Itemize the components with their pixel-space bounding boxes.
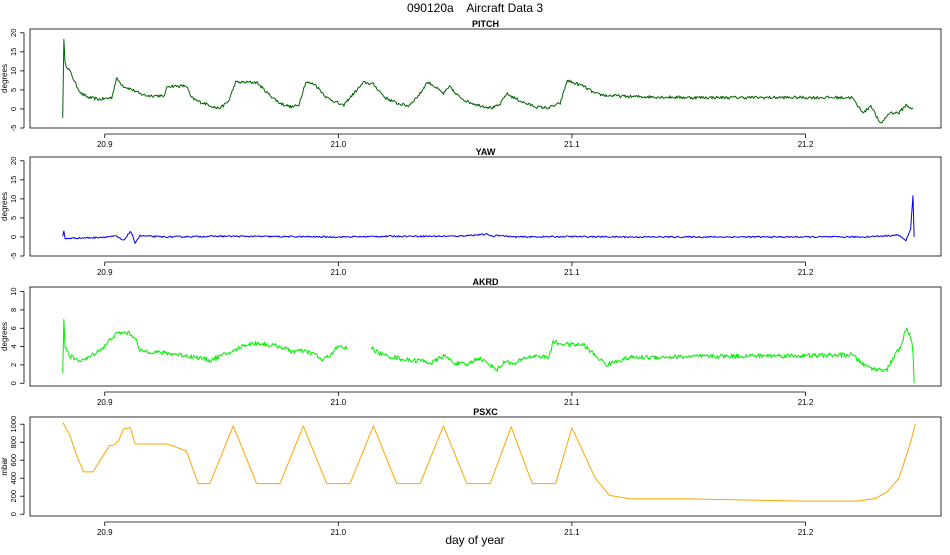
y-tick-label: 20 [9,157,18,165]
y-tick-label: 5 [9,88,18,92]
series-line-yaw-0 [62,195,915,244]
panel-pitch: PITCH -5 0 5 10 15 20 degrees 20.9 21.0 21.1 21.2 [0,19,942,149]
y-tick-label: 20 [9,29,18,37]
y-axis-label: degrees [0,322,9,351]
y-tick-label: 600 [9,454,18,467]
x-tick-label: 20.9 [97,268,113,277]
plot-frame [29,416,942,517]
y-tick-label: 800 [9,436,18,449]
y-tick-label: 0 [9,235,18,239]
x-tick-label: 21.0 [331,398,347,407]
x-tick-label: 21.1 [564,268,580,277]
y-tick-label: 2 [9,363,18,367]
y-tick-label: 400 [9,472,18,485]
y-tick-label: 5 [9,216,18,220]
panel-psxc: PSXC 0 200 400 600 800 1000 mbar 20.9 21.0 21.1 21.… [0,407,942,537]
y-tick-label: 200 [9,490,18,503]
y-axis-label: degrees [0,192,9,221]
panel-yaw: YAW -5 0 5 10 15 20 degrees 20.9 21.0 21.1 21.2 [0,147,942,277]
y-tick-label: 6 [9,326,18,330]
y-tick-label: 0 [9,512,18,516]
x-tick-label: 20.9 [97,528,113,537]
x-tick-label: 21.2 [798,268,814,277]
y-tick-label: 1000 [9,416,18,433]
x-axis-label: day of year [445,533,504,547]
y-axis-label: degrees [0,64,9,93]
y-tick-label: -5 [9,253,18,260]
y-tick-label: 15 [9,48,18,56]
y-tick-label: 8 [9,308,18,312]
panel-title: PITCH [472,19,499,29]
y-tick-label: 15 [9,176,18,184]
x-tick-label: 21.0 [331,528,347,537]
panel-title: AKRD [473,277,499,287]
x-tick-label: 21.1 [564,528,580,537]
y-tick-label: 10 [9,67,18,75]
y-tick-label: 10 [9,195,18,203]
y-axis-label: mbar [0,457,9,476]
x-tick-label: 21.0 [331,268,347,277]
x-tick-label: 21.2 [798,528,814,537]
x-tick-label: 21.2 [798,398,814,407]
y-tick-label: -5 [9,125,18,132]
y-tick-label: 4 [9,344,18,348]
x-tick-label: 21.1 [564,140,580,149]
x-tick-label: 21.0 [331,140,347,149]
plot-frame [29,28,942,129]
y-tick-label: 0 [9,381,18,385]
y-tick-label: 10 [9,287,18,295]
series-line-akrd-1 [370,327,915,384]
series-line-akrd-0 [62,318,348,374]
panel-akrd: AKRD 0 2 4 6 8 10 degrees 20.9 21.0 21.1 21.2 [0,277,942,407]
y-tick-label: 0 [9,107,18,111]
series-line-psxc-0 [62,422,916,502]
series-line-pitch-0 [62,38,914,124]
panel-title: PSXC [473,407,498,417]
x-tick-label: 20.9 [97,398,113,407]
panel-title: YAW [476,147,496,157]
x-tick-label: 20.9 [97,140,113,149]
x-tick-label: 21.2 [798,140,814,149]
plot-frame [29,156,942,257]
figure-title: 090120a Aircraft Data 3 [407,1,543,15]
plot-frame [29,286,942,387]
x-tick-label: 21.1 [564,398,580,407]
